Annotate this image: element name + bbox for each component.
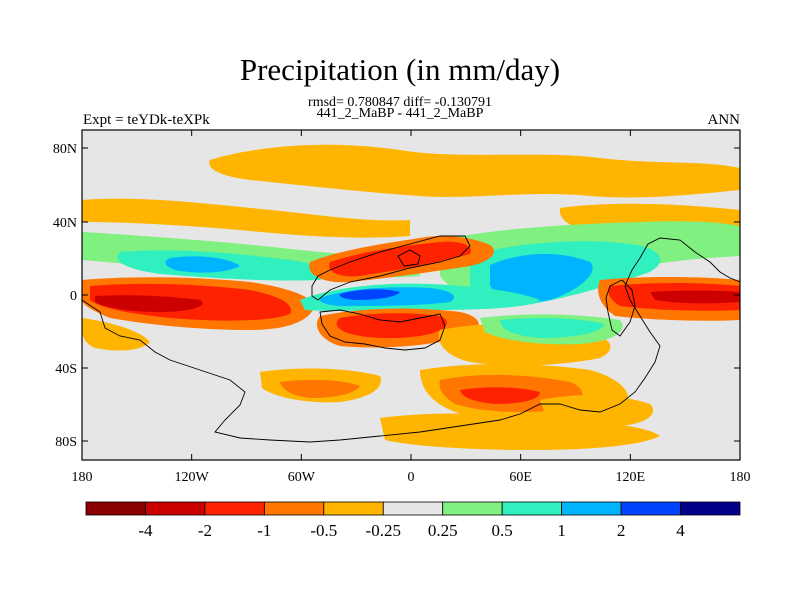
coastline-small-island	[397, 249, 421, 267]
lon-tick-label: 0	[408, 470, 415, 485]
field-south-red-c	[336, 313, 448, 339]
field-blue-patch-e	[490, 254, 593, 303]
experiment-label: Expt = teYDk-teXPk	[83, 112, 210, 128]
colorbar-swatch	[680, 501, 741, 516]
colorbar-swatch	[323, 501, 384, 516]
lon-tick-label: 60E	[509, 470, 532, 485]
field-sc-darkorange	[280, 379, 360, 398]
colorbar-swatch	[382, 501, 444, 516]
field-nh-orange-1	[209, 144, 740, 198]
colorbar-label: -1	[257, 521, 271, 540]
runs-line: 441_2_MaBP - 441_2_MaBP	[316, 106, 484, 121]
lat-tick-label: 40N	[53, 216, 77, 231]
colorbar-swatch	[145, 501, 206, 516]
colorbar-label: 1	[557, 521, 566, 540]
colorbar-swatch	[263, 501, 325, 516]
axis-ticks: 80N 40N 0 40S 80S 180 120W 60W 0 60E 120E 180	[53, 130, 751, 485]
field-so-red	[460, 387, 540, 404]
colorbar-swatch	[620, 501, 681, 516]
colorbar: -4 -2 -1 -0.5 -0.25 0.25 0.5 1 2 4	[85, 501, 741, 540]
lat-tick-label: 80S	[55, 435, 77, 450]
precip-field	[82, 144, 740, 450]
lon-tick-label: 180	[730, 470, 751, 485]
field-trop-darkred-e	[650, 290, 740, 304]
colorbar-label: -0.5	[310, 521, 337, 540]
colorbar-swatch	[442, 501, 503, 516]
field-blue-patch-w	[165, 256, 240, 273]
colorbar-label: 0.5	[492, 521, 513, 540]
field-so-orange-3	[540, 395, 654, 427]
coastlines	[82, 235, 740, 443]
season-label: ANN	[707, 112, 741, 128]
field-eq-deepblue	[339, 289, 400, 300]
colorbar-swatch	[204, 501, 265, 516]
lon-tick-label: 120W	[175, 470, 210, 485]
colorbar-label: 4	[676, 521, 685, 540]
lon-tick-label: 180	[72, 470, 93, 485]
colorbar-label: -2	[198, 521, 212, 540]
field-sh-cyan-e	[500, 317, 605, 338]
colorbar-label: 2	[617, 521, 626, 540]
stats-line: rmsd= 0.780847 diff= -0.130791	[308, 95, 492, 110]
lon-tick-label: 120E	[616, 470, 646, 485]
plot-title: Precipitation (in mm/day)	[239, 52, 561, 87]
lat-tick-label: 0	[70, 289, 77, 304]
coastline-east-island	[605, 279, 636, 337]
field-trop-darkred-w	[95, 295, 203, 312]
lat-tick-label: 40S	[55, 362, 77, 377]
colorbar-label: -0.25	[366, 521, 401, 540]
lat-tick-label: 80N	[53, 142, 77, 157]
colorbar-swatch	[501, 501, 563, 516]
coastline-south-continent	[319, 309, 446, 351]
field-nh-orange-2	[82, 198, 410, 238]
colorbar-swatch	[85, 501, 146, 516]
colorbar-label: -4	[138, 521, 153, 540]
colorbar-swatch	[561, 501, 622, 516]
lon-tick-label: 60W	[288, 470, 316, 485]
colorbar-label: 0.25	[428, 521, 458, 540]
coastline-main	[82, 237, 740, 443]
coastline-north-continent	[311, 235, 471, 301]
